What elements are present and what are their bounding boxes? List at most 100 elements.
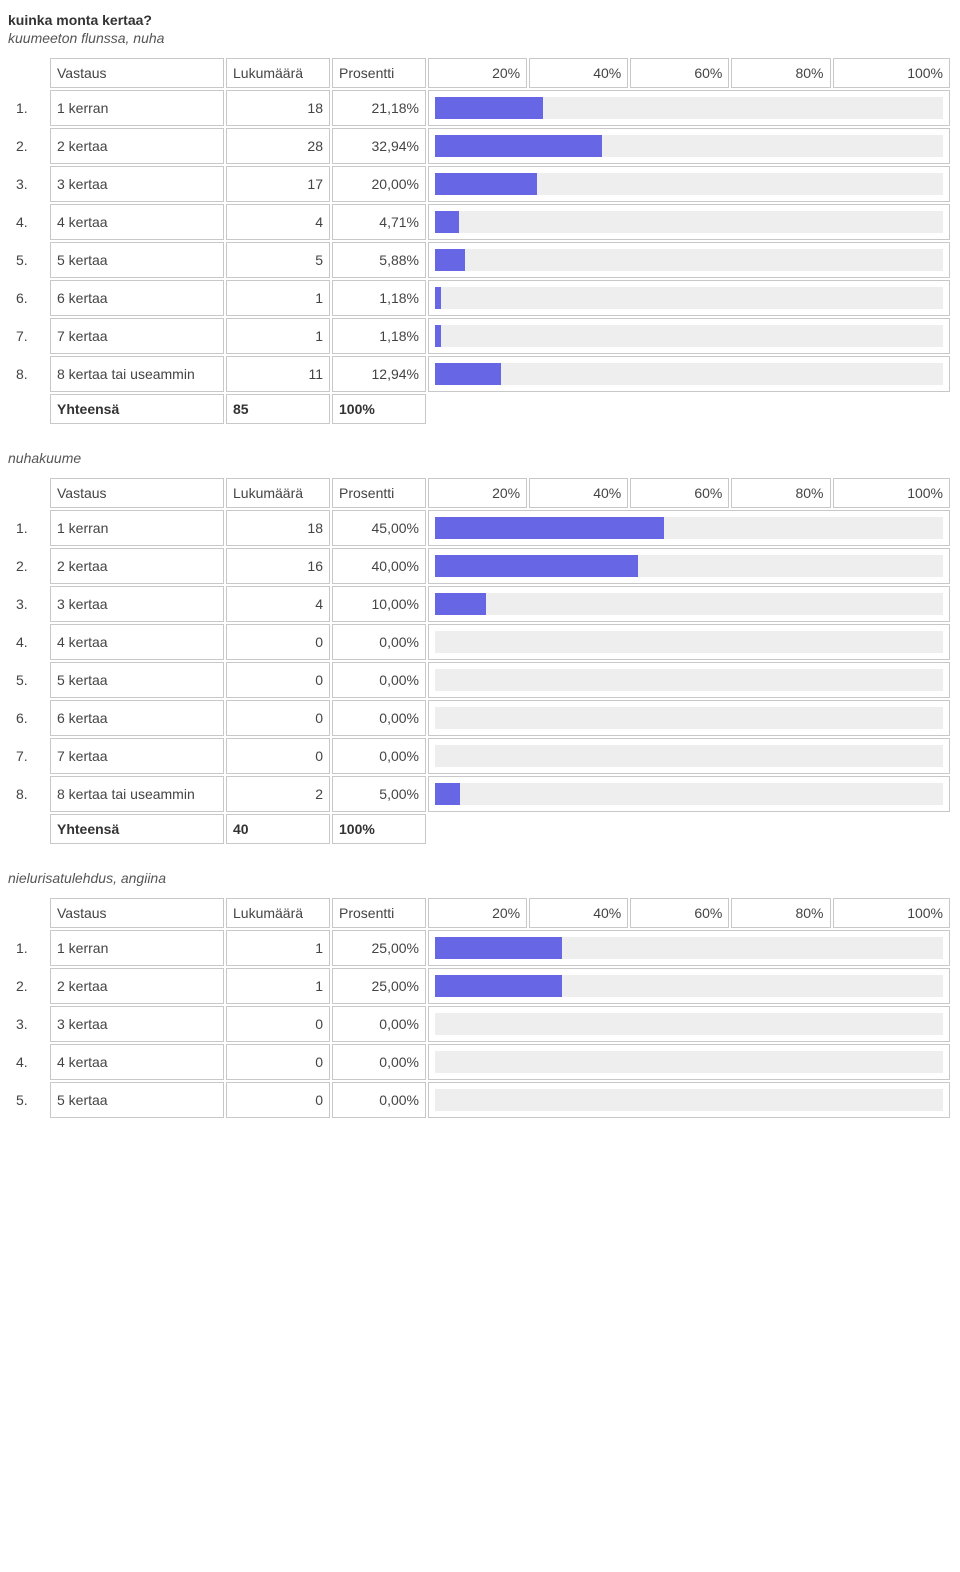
row-label: 1 kerran bbox=[50, 510, 224, 546]
row-count: 1 bbox=[226, 968, 330, 1004]
header-tick: 60% bbox=[630, 478, 729, 508]
header-tick: 100% bbox=[833, 898, 951, 928]
row-percent: 0,00% bbox=[332, 1006, 426, 1042]
row-bar bbox=[428, 128, 950, 164]
header-tick: 20% bbox=[428, 478, 527, 508]
row-count: 28 bbox=[226, 128, 330, 164]
header-tick: 40% bbox=[529, 478, 628, 508]
row-index: 1. bbox=[10, 510, 48, 546]
table-row: 7.7 kertaa00,00% bbox=[10, 738, 950, 774]
table-row: 5.5 kertaa00,00% bbox=[10, 662, 950, 698]
row-index: 3. bbox=[10, 1006, 48, 1042]
row-bar bbox=[428, 776, 950, 812]
row-count: 0 bbox=[226, 1082, 330, 1118]
header-tick: 60% bbox=[630, 58, 729, 88]
header-tick: 20% bbox=[428, 58, 527, 88]
total-count: 40 bbox=[226, 814, 330, 844]
table-row: 8.8 kertaa tai useammin1112,94% bbox=[10, 356, 950, 392]
row-index: 5. bbox=[10, 242, 48, 278]
section-subtitle: nielurisatulehdus, angiina bbox=[8, 870, 952, 886]
row-index: 3. bbox=[10, 586, 48, 622]
row-label: 7 kertaa bbox=[50, 738, 224, 774]
row-count: 18 bbox=[226, 510, 330, 546]
total-count: 85 bbox=[226, 394, 330, 424]
header-tick: 80% bbox=[731, 58, 830, 88]
row-percent: 4,71% bbox=[332, 204, 426, 240]
row-label: 4 kertaa bbox=[50, 1044, 224, 1080]
table-row: 1.1 kerran1821,18% bbox=[10, 90, 950, 126]
table-row: 4.4 kertaa00,00% bbox=[10, 1044, 950, 1080]
row-index: 4. bbox=[10, 624, 48, 660]
total-percent: 100% bbox=[332, 394, 426, 424]
row-label: 2 kertaa bbox=[50, 128, 224, 164]
header-tick: 60% bbox=[630, 898, 729, 928]
header-tick: 100% bbox=[833, 58, 951, 88]
row-label: 2 kertaa bbox=[50, 548, 224, 584]
header-tick: 40% bbox=[529, 58, 628, 88]
row-percent: 5,00% bbox=[332, 776, 426, 812]
row-bar bbox=[428, 280, 950, 316]
row-bar bbox=[428, 356, 950, 392]
row-label: 4 kertaa bbox=[50, 204, 224, 240]
row-percent: 5,88% bbox=[332, 242, 426, 278]
row-bar bbox=[428, 204, 950, 240]
row-index: 5. bbox=[10, 1082, 48, 1118]
row-index: 7. bbox=[10, 738, 48, 774]
row-index: 4. bbox=[10, 1044, 48, 1080]
survey-table: VastausLukumääräProsentti20%40%60%80%100… bbox=[8, 476, 952, 846]
section-subtitle: kuumeeton flunssa, nuha bbox=[8, 30, 952, 46]
row-index: 3. bbox=[10, 166, 48, 202]
row-bar bbox=[428, 586, 950, 622]
row-index: 1. bbox=[10, 930, 48, 966]
row-count: 0 bbox=[226, 1006, 330, 1042]
header-tick: 20% bbox=[428, 898, 527, 928]
row-bar bbox=[428, 318, 950, 354]
row-label: 3 kertaa bbox=[50, 166, 224, 202]
row-percent: 0,00% bbox=[332, 1044, 426, 1080]
header-tick: 40% bbox=[529, 898, 628, 928]
total-spacer bbox=[10, 814, 48, 844]
row-count: 2 bbox=[226, 776, 330, 812]
row-percent: 0,00% bbox=[332, 624, 426, 660]
row-bar bbox=[428, 1044, 950, 1080]
row-label: 8 kertaa tai useammin bbox=[50, 356, 224, 392]
total-percent: 100% bbox=[332, 814, 426, 844]
row-label: 2 kertaa bbox=[50, 968, 224, 1004]
table-row: 2.2 kertaa2832,94% bbox=[10, 128, 950, 164]
header-percent: Prosentti bbox=[332, 898, 426, 928]
row-bar bbox=[428, 242, 950, 278]
row-index: 2. bbox=[10, 128, 48, 164]
row-index: 7. bbox=[10, 318, 48, 354]
header-percent: Prosentti bbox=[332, 58, 426, 88]
table-row: 1.1 kerran125,00% bbox=[10, 930, 950, 966]
row-label: 5 kertaa bbox=[50, 662, 224, 698]
table-row: 3.3 kertaa1720,00% bbox=[10, 166, 950, 202]
row-count: 1 bbox=[226, 930, 330, 966]
header-tick: 80% bbox=[731, 478, 830, 508]
table-row: 3.3 kertaa00,00% bbox=[10, 1006, 950, 1042]
total-label: Yhteensä bbox=[50, 394, 224, 424]
row-percent: 25,00% bbox=[332, 968, 426, 1004]
row-count: 0 bbox=[226, 738, 330, 774]
row-label: 6 kertaa bbox=[50, 700, 224, 736]
row-index: 2. bbox=[10, 968, 48, 1004]
header-spacer bbox=[10, 478, 48, 508]
total-spacer bbox=[10, 394, 48, 424]
total-label: Yhteensä bbox=[50, 814, 224, 844]
survey-table: VastausLukumääräProsentti20%40%60%80%100… bbox=[8, 56, 952, 426]
row-count: 1 bbox=[226, 318, 330, 354]
row-index: 2. bbox=[10, 548, 48, 584]
header-answer: Vastaus bbox=[50, 58, 224, 88]
row-bar bbox=[428, 700, 950, 736]
row-count: 11 bbox=[226, 356, 330, 392]
table-header: VastausLukumääräProsentti20%40%60%80%100… bbox=[10, 58, 950, 88]
row-count: 18 bbox=[226, 90, 330, 126]
table-row: 4.4 kertaa44,71% bbox=[10, 204, 950, 240]
row-count: 0 bbox=[226, 662, 330, 698]
row-percent: 0,00% bbox=[332, 1082, 426, 1118]
row-label: 5 kertaa bbox=[50, 242, 224, 278]
row-index: 5. bbox=[10, 662, 48, 698]
table-row: 2.2 kertaa125,00% bbox=[10, 968, 950, 1004]
row-label: 3 kertaa bbox=[50, 586, 224, 622]
row-bar bbox=[428, 624, 950, 660]
